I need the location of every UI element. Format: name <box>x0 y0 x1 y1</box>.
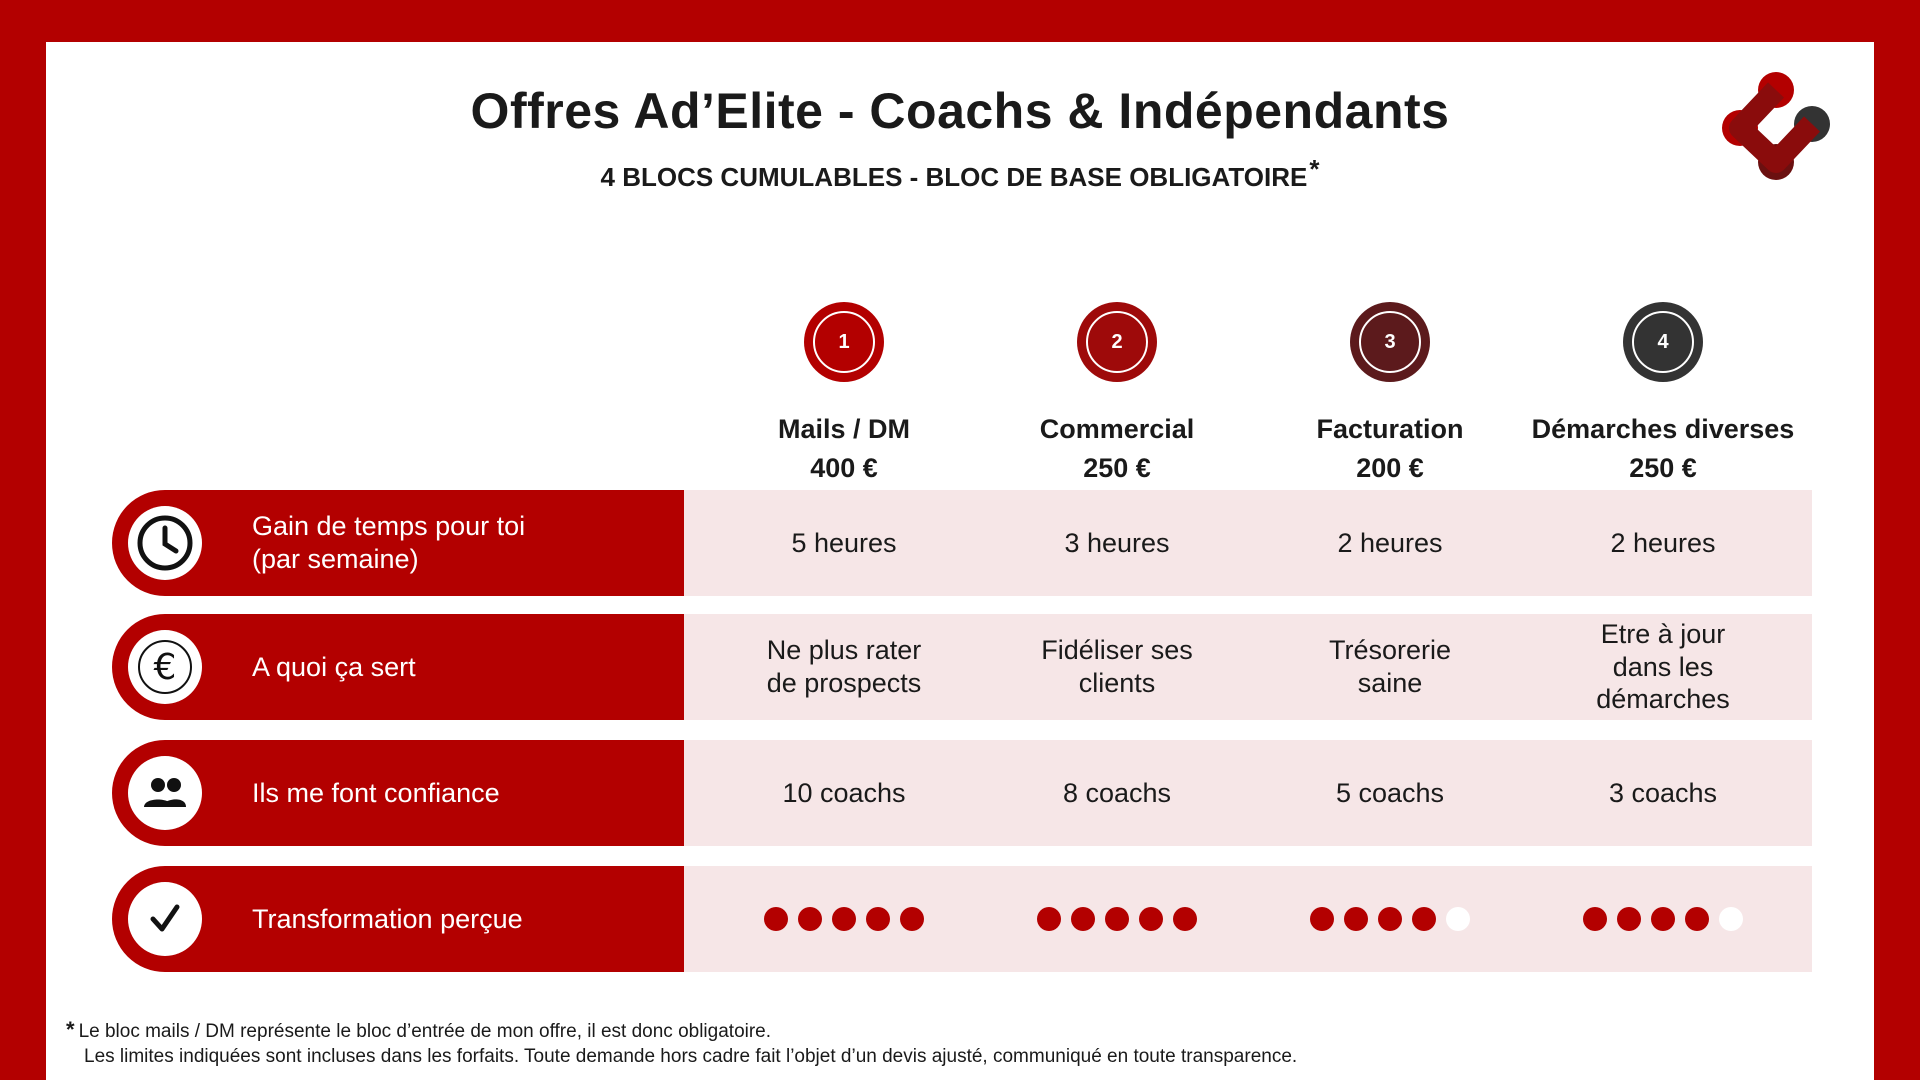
rating-dot <box>1719 907 1743 931</box>
row-label-bar: Transformation perçue <box>112 866 684 972</box>
table-cell: 5 coachs <box>1335 777 1445 808</box>
rating-dot <box>900 907 924 931</box>
table-cell: Fidéliser ses clients <box>1041 635 1193 698</box>
column-header-2: 2 Commercial 250 € <box>977 302 1257 484</box>
rating-cell <box>1265 866 1515 972</box>
row-cells: 10 coachs 8 coachs 5 coachs 3 coachs <box>684 740 1812 846</box>
people-icon <box>128 756 202 830</box>
svg-text:€: € <box>154 647 177 688</box>
page-title: Offres Ad’Elite - Coachs & Indépendants <box>470 83 1450 139</box>
column-number: 4 <box>1632 311 1694 373</box>
table-cell: 3 heures <box>1064 527 1170 558</box>
table-cell: 8 coachs <box>1062 777 1172 808</box>
rating-cell <box>992 866 1242 972</box>
footnote-asterisk: * <box>66 1017 75 1042</box>
rating-dot <box>1583 907 1607 931</box>
column-price: 250 € <box>1629 453 1697 483</box>
footnote-line-1: Le bloc mails / DM représente le bloc d’… <box>78 1021 772 1042</box>
table-cell: Etre à jour dans les démarches <box>1596 618 1730 715</box>
comparison-row: Ils me font confiance 10 coachs 8 coachs 5 … <box>112 740 1812 846</box>
row-label-bar: Ils me font confiance <box>112 740 684 846</box>
rating-dots <box>764 907 924 931</box>
column-header-3: 3 Facturation 200 € <box>1250 302 1530 484</box>
rating-dot <box>1105 907 1129 931</box>
row-label-bar: Gain de temps pour toi (par semaine) <box>112 490 684 596</box>
column-badge: 2 <box>1077 302 1157 382</box>
rating-dot <box>1685 907 1709 931</box>
footnote-line-2: Les limites indiquées sont incluses dans… <box>84 1045 1298 1067</box>
column-number: 2 <box>1086 311 1148 373</box>
rating-dot <box>1344 907 1368 931</box>
rating-dot <box>764 907 788 931</box>
comparison-row: Transformation perçue <box>112 866 1812 972</box>
rating-dot <box>1617 907 1641 931</box>
rating-dot <box>832 907 856 931</box>
rating-dots <box>1037 907 1197 931</box>
rating-dot <box>1310 907 1334 931</box>
column-header-1: 1 Mails / DM 400 € <box>704 302 984 484</box>
rating-cell <box>719 866 969 972</box>
table-cell: 3 coachs <box>1608 777 1718 808</box>
table-cell: 2 heures <box>1337 527 1443 558</box>
rating-dot <box>1139 907 1163 931</box>
row-label-bar: € A quoi ça sert <box>112 614 684 720</box>
row-cells <box>684 866 1812 972</box>
row-label: A quoi ça sert <box>252 651 416 682</box>
rating-dot <box>1651 907 1675 931</box>
comparison-row: Gain de temps pour toi (par semaine) 5 he… <box>112 490 1812 596</box>
comparison-row: € A quoi ça sert Ne plus rater de prospect… <box>112 614 1812 720</box>
rating-dot <box>1037 907 1061 931</box>
adelite-logo-icon <box>1722 72 1830 180</box>
rating-cell <box>1538 866 1788 972</box>
row-cells: Ne plus rater de prospects Fidéliser ses … <box>684 614 1812 720</box>
table-cell: Ne plus rater de prospects <box>766 635 922 698</box>
subtitle-asterisk: * <box>1309 154 1320 184</box>
column-price: 200 € <box>1356 453 1424 483</box>
column-badge: 1 <box>804 302 884 382</box>
checkmark-icon <box>128 882 202 956</box>
rating-dot <box>866 907 890 931</box>
column-price: 250 € <box>1083 453 1151 483</box>
column-name: Mails / DM <box>777 414 911 444</box>
column-badge: 4 <box>1623 302 1703 382</box>
row-label: Ils me font confiance <box>252 777 500 808</box>
rating-dot <box>798 907 822 931</box>
table-cell: Trésorerie saine <box>1328 635 1452 698</box>
rating-dot <box>1378 907 1402 931</box>
euro-icon: € <box>128 630 202 704</box>
column-price: 400 € <box>810 453 878 483</box>
column-name: Commercial <box>1039 414 1195 444</box>
page-subtitle: 4 BLOCS CUMULABLES - BLOC DE BASE OBLIGA… <box>0 154 1920 193</box>
subtitle-text: 4 BLOCS CUMULABLES - BLOC DE BASE OBLIGA… <box>600 162 1308 192</box>
table-cell: 2 heures <box>1610 527 1716 558</box>
column-number: 1 <box>813 311 875 373</box>
column-name: Facturation <box>1316 414 1464 444</box>
table-cell: 5 heures <box>791 527 897 558</box>
rating-dot <box>1446 907 1470 931</box>
clock-icon <box>128 506 202 580</box>
column-badge: 3 <box>1350 302 1430 382</box>
row-label: Transformation perçue <box>252 903 523 934</box>
rating-dot <box>1173 907 1197 931</box>
row-label: Gain de temps pour toi (par semaine) <box>252 511 526 574</box>
rating-dots <box>1310 907 1470 931</box>
column-name: Démarches diverses <box>1531 414 1795 444</box>
footnote: * Le bloc mails / DM représente le bloc d… <box>66 1016 1297 1069</box>
rating-dot <box>1071 907 1095 931</box>
row-cells: 5 heures 3 heures 2 heures 2 heures <box>684 490 1812 596</box>
rating-dot <box>1412 907 1436 931</box>
column-header-4: 4 Démarches diverses 250 € <box>1523 302 1803 484</box>
column-number: 3 <box>1359 311 1421 373</box>
table-cell: 10 coachs <box>782 777 906 808</box>
rating-dots <box>1583 907 1743 931</box>
